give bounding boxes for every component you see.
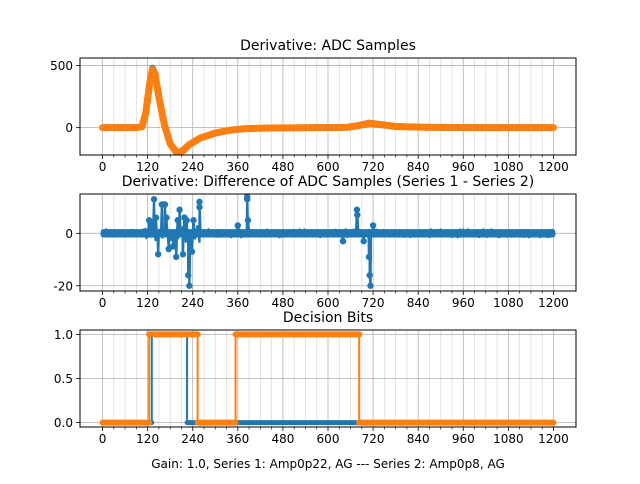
x-tick-label: 720 bbox=[362, 432, 385, 446]
x-tick-label: 360 bbox=[226, 432, 249, 446]
x-tick-label: 1080 bbox=[493, 432, 524, 446]
data-point bbox=[367, 282, 374, 289]
series-2 bbox=[99, 331, 557, 426]
y-tick-label: 0.0 bbox=[54, 416, 73, 430]
data-point bbox=[174, 217, 181, 224]
y-tick-label: 0 bbox=[65, 121, 73, 135]
axes-frame bbox=[79, 193, 577, 292]
x-tick-label: 240 bbox=[181, 296, 204, 310]
data-point bbox=[163, 214, 170, 221]
data-point bbox=[185, 272, 192, 279]
x-tick-label: 840 bbox=[407, 160, 430, 174]
data-point bbox=[353, 206, 361, 213]
data-point bbox=[186, 282, 193, 289]
x-tick-label: 1080 bbox=[493, 160, 524, 174]
x-tick-label: 360 bbox=[226, 160, 249, 174]
x-tick-label: 720 bbox=[362, 160, 385, 174]
panel-decision-bits: 0 120 240 360 480 600 720 840 960 1080 1200 0.0 0.5 1… bbox=[54, 310, 577, 471]
x-tick-label: 240 bbox=[181, 160, 204, 174]
y-tick-label: 1.0 bbox=[54, 328, 73, 342]
x-tick-label: 840 bbox=[407, 296, 430, 310]
x-tick-label: 0 bbox=[99, 432, 107, 446]
data-point bbox=[161, 201, 169, 208]
y-tick-label: 0 bbox=[65, 227, 73, 241]
plot-area bbox=[100, 193, 556, 289]
x-tick-label: 960 bbox=[452, 432, 475, 446]
x-tick-label: 480 bbox=[271, 160, 294, 174]
x-tick-label: 1200 bbox=[538, 160, 569, 174]
plot-area bbox=[99, 331, 557, 426]
data-point bbox=[369, 222, 377, 229]
panel-adc-samples: 0 120 240 360 480 600 720 840 960 1080 1200 0 500 Der… bbox=[50, 38, 577, 174]
data-point bbox=[169, 243, 177, 250]
x-tick-label: 600 bbox=[317, 160, 340, 174]
plot-area bbox=[99, 64, 557, 155]
y-tick-label: 500 bbox=[50, 59, 73, 73]
data-point bbox=[244, 196, 251, 203]
x-axis-label: Gain: 1.0, Series 1: Amp0p22, AG --- Ser… bbox=[151, 457, 505, 471]
x-tick-label: 0 bbox=[99, 296, 107, 310]
x-tick-label: 1080 bbox=[493, 296, 524, 310]
axes-frame bbox=[79, 57, 577, 156]
panel-title: Decision Bits bbox=[283, 310, 373, 326]
x-tick-label: 360 bbox=[226, 296, 249, 310]
x-tick-label: 1200 bbox=[538, 296, 569, 310]
data-point bbox=[234, 222, 242, 229]
panel-title: Derivative: Difference of ADC Samples (S… bbox=[122, 174, 534, 190]
x-tick-label: 720 bbox=[362, 296, 385, 310]
y-tick-label: 0.5 bbox=[54, 372, 73, 386]
data-point bbox=[244, 217, 252, 224]
data-point bbox=[354, 211, 361, 219]
data-point bbox=[152, 214, 160, 221]
data-point bbox=[188, 248, 196, 255]
x-tick-label: 840 bbox=[407, 432, 430, 446]
data-point bbox=[179, 251, 187, 258]
data-point bbox=[365, 253, 373, 261]
x-tick-label: 960 bbox=[452, 296, 475, 310]
data-point bbox=[360, 237, 367, 245]
data-point bbox=[196, 198, 203, 206]
x-tick-label: 1200 bbox=[538, 432, 569, 446]
x-tick-label: 600 bbox=[317, 296, 340, 310]
x-tick-label: 240 bbox=[181, 432, 204, 446]
data-point bbox=[154, 251, 162, 258]
x-tick-label: 480 bbox=[271, 432, 294, 446]
panel-difference: 0 120 240 360 480 600 720 840 960 1080 1200 -20 0 Der… bbox=[53, 174, 577, 310]
data-point bbox=[339, 237, 347, 245]
data-point bbox=[190, 217, 197, 224]
panel-title: Derivative: ADC Samples bbox=[240, 38, 416, 54]
data-point bbox=[183, 217, 190, 224]
data-point bbox=[176, 206, 183, 213]
y-tick-label: -20 bbox=[53, 279, 73, 293]
x-tick-label: 960 bbox=[452, 160, 475, 174]
x-tick-label: 120 bbox=[136, 432, 159, 446]
series-line-2 bbox=[99, 65, 557, 155]
data-point bbox=[196, 203, 203, 211]
noise-band bbox=[100, 229, 556, 238]
data-point bbox=[148, 219, 155, 227]
x-tick-label: 120 bbox=[136, 296, 159, 310]
data-point bbox=[366, 272, 373, 279]
x-tick-label: 480 bbox=[271, 296, 294, 310]
data-point bbox=[172, 253, 180, 261]
x-tick-label: 0 bbox=[99, 160, 107, 174]
data-point bbox=[150, 196, 158, 203]
x-tick-label: 600 bbox=[317, 432, 340, 446]
x-tick-label: 120 bbox=[136, 160, 159, 174]
axes-frame bbox=[79, 329, 577, 428]
